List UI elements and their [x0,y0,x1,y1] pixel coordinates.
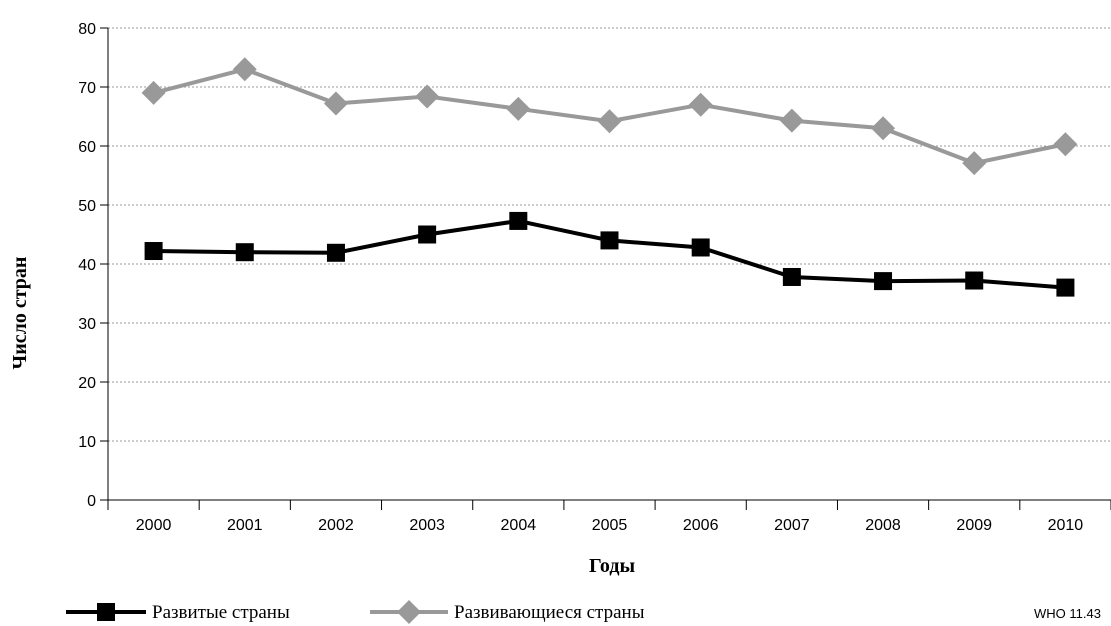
legend-item: Развивающиеся страны [370,600,645,624]
x-tick-label: 2007 [774,517,810,534]
y-tick-label: 10 [78,434,96,451]
data-point [597,109,622,134]
x-axis-title: Годы [589,555,636,577]
data-point [871,116,896,141]
x-tick-label: 2001 [227,517,263,534]
data-point [782,267,801,286]
y-axis-title: Число стран [9,257,31,370]
x-tick-label: 2003 [409,517,445,534]
data-point [144,242,163,261]
y-axis-ticks: 0 10 20 30 40 50 60 70 80 [78,21,108,510]
data-point [688,92,713,117]
legend-marker [397,600,421,624]
x-tick-label: 2006 [683,517,719,534]
data-point [506,96,531,121]
y-tick-label: 0 [87,493,96,510]
x-tick-label: 2002 [318,517,354,534]
data-point [1053,132,1078,157]
x-axis-ticks: 2000 2001 2002 2003 2004 2005 2006 2007 2008 2009… [107,500,1111,534]
legend-marker [97,603,115,621]
series-line [153,218,1066,290]
y-tick-label: 40 [78,257,96,274]
legend: Развитые страны Развивающиеся страны [66,600,645,624]
data-point [965,271,984,290]
legend-label: Развивающиеся страны [454,602,645,623]
x-tick-label: 2005 [592,517,628,534]
data-point [326,243,345,262]
x-tick-label: 2010 [1048,517,1084,534]
data-point [141,80,166,105]
data-point [874,272,893,291]
data-point [509,211,528,230]
data-point [235,243,254,262]
y-tick-label: 30 [78,316,96,333]
x-tick-label: 2008 [865,517,901,534]
y-tick-label: 60 [78,139,96,156]
source-note: WHO 11.43 [1034,606,1101,621]
data-point [1056,278,1075,297]
x-tick-label: 2000 [136,517,172,534]
series-developed [144,211,1075,297]
data-point [418,225,437,244]
series-group [141,57,1078,297]
x-tick-label: 2004 [501,517,537,534]
y-tick-label: 50 [78,198,96,215]
data-point [779,108,804,133]
y-tick-label: 20 [78,375,96,392]
y-tick-label: 80 [78,21,96,38]
gridlines [108,27,1111,442]
data-point [415,84,440,109]
legend-item: Развитые страны [66,602,290,623]
y-tick-label: 70 [78,80,96,97]
data-point [600,231,619,250]
data-point [691,238,710,257]
data-point [232,57,257,82]
series-developing [141,57,1078,176]
x-tick-label: 2009 [956,517,992,534]
data-point [323,91,348,116]
legend-label: Развитые страны [152,602,290,623]
data-point [962,151,987,176]
